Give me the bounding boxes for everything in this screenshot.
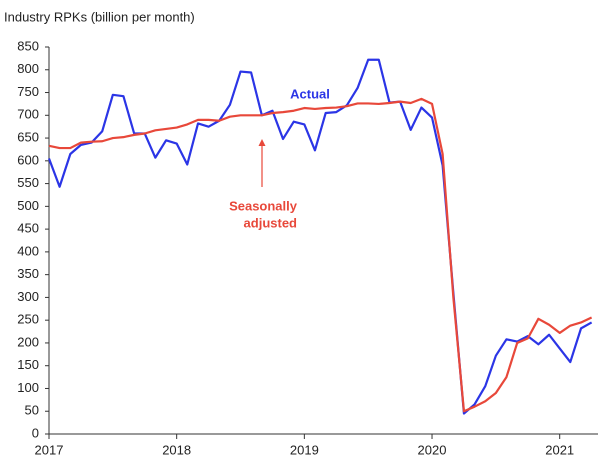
y-tick-label: 50 <box>25 403 39 418</box>
y-tick-label: 550 <box>17 175 39 190</box>
x-tick-label: 2020 <box>418 442 447 457</box>
annotation: adjusted <box>244 215 298 230</box>
y-tick-label: 100 <box>17 380 39 395</box>
y-tick-label: 200 <box>17 334 39 349</box>
y-tick-label: 350 <box>17 266 39 281</box>
x-tick-label: 2017 <box>35 442 64 457</box>
y-tick-label: 0 <box>32 425 39 440</box>
y-tick-label: 400 <box>17 243 39 258</box>
y-tick-label: 150 <box>17 357 39 372</box>
y-tick-label: 300 <box>17 289 39 304</box>
y-tick-label: 650 <box>17 129 39 144</box>
annotation-arrowhead <box>258 139 266 146</box>
annotation: Seasonally <box>229 198 298 213</box>
x-tick-label: 2018 <box>162 442 191 457</box>
annotation: Actual <box>290 86 330 101</box>
series-line <box>48 97 593 413</box>
y-tick-label: 450 <box>17 221 39 236</box>
y-tick-label: 800 <box>17 61 39 76</box>
y-tick-label: 600 <box>17 152 39 167</box>
y-tick-label: 500 <box>17 198 39 213</box>
x-tick-label: 2019 <box>290 442 319 457</box>
y-tick-label: 750 <box>17 84 39 99</box>
series-line <box>47 58 593 415</box>
chart-title: Industry RPKs (billion per month) <box>4 9 195 24</box>
y-tick-label: 850 <box>17 38 39 53</box>
y-tick-label: 250 <box>17 312 39 327</box>
y-tick-label: 700 <box>17 107 39 122</box>
x-tick-label: 2021 <box>545 442 574 457</box>
